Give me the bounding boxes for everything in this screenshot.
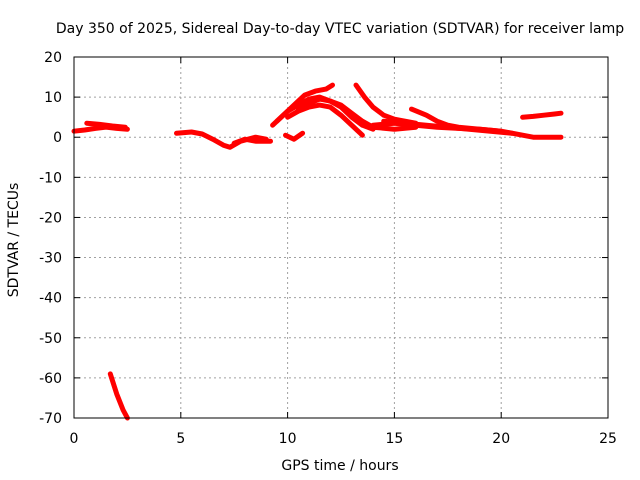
y-tick-label: -30: [39, 251, 62, 267]
x-tick-label: 10: [279, 431, 297, 447]
x-tick-label: 0: [70, 431, 79, 447]
x-tick-label: 15: [385, 431, 403, 447]
grid: [74, 57, 608, 418]
y-tick-label: -40: [39, 291, 62, 307]
series-group: [71, 82, 564, 421]
y-tick-label: -60: [39, 371, 62, 387]
chart-title: Day 350 of 2025, Sidereal Day-to-day VTE…: [56, 21, 624, 37]
x-tick-label: 5: [176, 431, 185, 447]
plot-frame: [73, 56, 609, 419]
x-tick-label: 20: [492, 431, 510, 447]
series-seg-mid-b: [231, 136, 273, 146]
series-seg-small: [283, 130, 306, 142]
y-tick-label: 10: [44, 90, 62, 106]
ticks: -70 -60 -50 -40 -30 -20 -10 0 10 20 0 5 10 15 20 25: [39, 50, 617, 447]
series-seg-end: [520, 110, 564, 120]
y-axis-label: SDTVAR / TECUs: [6, 183, 22, 298]
y-tick-label: -50: [39, 331, 62, 347]
y-tick-label: -10: [39, 170, 62, 186]
y-tick-label: 0: [53, 130, 62, 146]
series-seg-early-b: [84, 120, 128, 130]
y-tick-label: -20: [39, 210, 62, 226]
x-tick-label: 25: [599, 431, 617, 447]
y-tick-label: 20: [44, 50, 62, 66]
x-axis-label: GPS time / hours: [281, 458, 398, 474]
y-tick-label: -70: [39, 411, 62, 427]
series-seg-rise-d: [295, 96, 376, 132]
series-seg-drop: [107, 371, 130, 421]
series-seg-late-d: [381, 118, 515, 136]
